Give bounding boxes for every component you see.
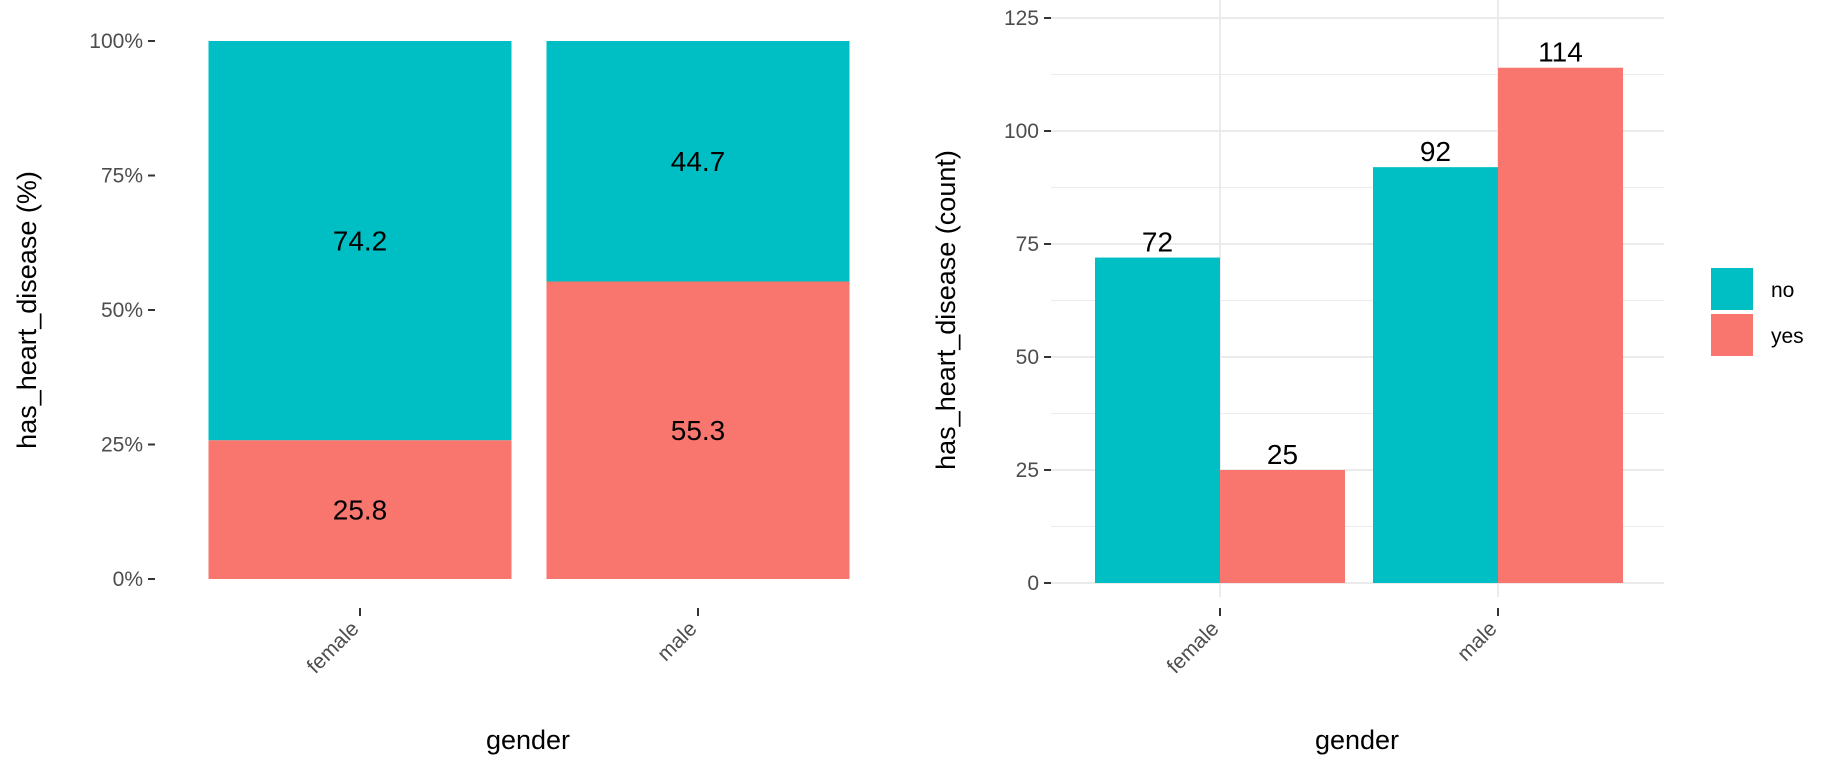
legend: no yes — [1711, 268, 1804, 356]
data-label: 55.3 — [671, 415, 726, 446]
legend-label: yes — [1771, 325, 1804, 348]
data-label: 72 — [1142, 227, 1173, 258]
legend-swatch-no — [1711, 268, 1753, 310]
data-label: 74.2 — [333, 226, 388, 257]
y-tick-label: 100 — [1004, 120, 1039, 143]
x-tick-label: female — [1163, 617, 1224, 678]
y-tick-label: 100% — [89, 30, 143, 53]
y-tick-label: 25 — [1016, 459, 1039, 482]
y-axis-title: has_heart_disease (%) — [12, 171, 42, 449]
bar-no-male — [546, 41, 850, 282]
y-tick-label: 50% — [101, 299, 143, 322]
bar-yes-female — [208, 440, 512, 579]
data-label: 114 — [1538, 37, 1583, 68]
y-tick-label: 75% — [101, 165, 143, 188]
x-tick-label: female — [303, 617, 364, 678]
percent-stacked-bar-chart: 25.8 74.2 55.3 44.7 0% 25% 50% 75% 100% female mal… — [12, 30, 850, 755]
bar-yes-male — [546, 281, 850, 579]
y-tick-label: 0 — [1027, 572, 1039, 595]
bar-no-female — [1095, 257, 1220, 583]
x-tick-label: male — [653, 617, 701, 665]
count-grouped-bar-chart: 72 25 92 114 0 25 50 75 100 125 female male gender ha… — [931, 0, 1664, 755]
data-label: 92 — [1420, 136, 1451, 167]
y-tick-label: 25% — [101, 434, 143, 457]
data-label: 25 — [1267, 439, 1298, 470]
data-label: 25.8 — [333, 495, 388, 526]
bar-yes-female — [1220, 470, 1345, 583]
x-tick-label: male — [1453, 617, 1501, 665]
bar-no-female — [208, 41, 512, 441]
y-tick-label: 50 — [1016, 346, 1039, 369]
legend-label: no — [1771, 279, 1794, 302]
y-tick-label: 125 — [1004, 7, 1039, 30]
y-tick-label: 75 — [1016, 233, 1039, 256]
x-axis-title: gender — [486, 725, 570, 755]
x-axis-title: gender — [1315, 725, 1399, 755]
bar-no-male — [1373, 167, 1498, 583]
data-label: 44.7 — [671, 146, 726, 177]
y-tick-label: 0% — [113, 568, 143, 591]
y-axis-title: has_heart_disease (count) — [931, 150, 961, 470]
legend-swatch-yes — [1711, 314, 1753, 356]
bar-yes-male — [1498, 67, 1623, 584]
